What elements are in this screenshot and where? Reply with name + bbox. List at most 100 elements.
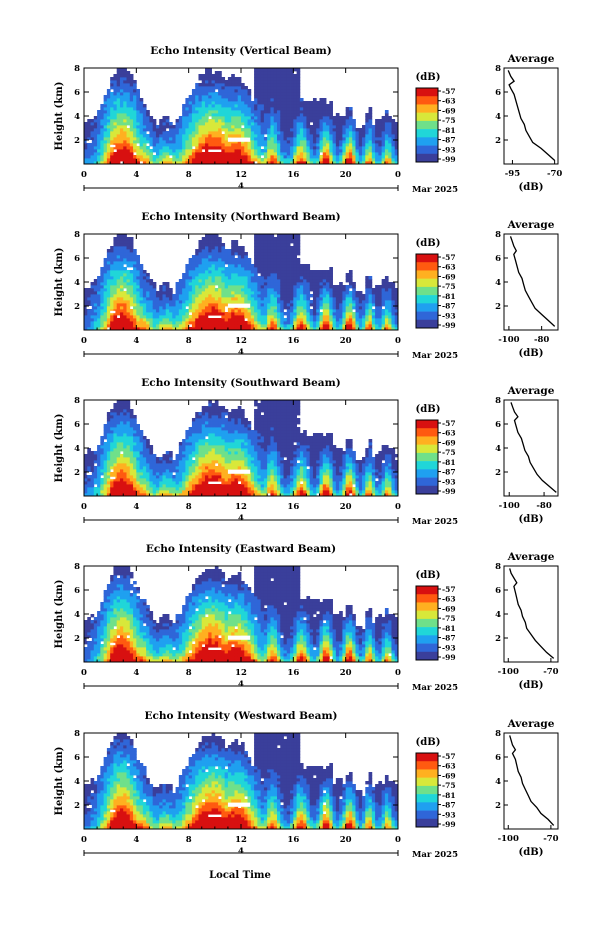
heatmap-cell bbox=[97, 448, 101, 452]
heatmap-cell bbox=[309, 116, 314, 120]
heatmap-cell bbox=[283, 158, 288, 162]
heatmap-cell bbox=[290, 270, 294, 274]
heatmap-cell bbox=[165, 125, 170, 129]
heatmap-cell bbox=[139, 469, 144, 473]
heatmap-cell bbox=[335, 324, 340, 328]
heatmap-cell bbox=[126, 303, 131, 307]
heatmap-cell bbox=[191, 155, 196, 159]
heatmap-cell bbox=[254, 104, 258, 108]
heatmap-cell bbox=[178, 125, 183, 129]
heatmap-cell bbox=[237, 89, 242, 93]
heatmap-cell bbox=[175, 125, 180, 129]
heatmap-cell bbox=[201, 92, 206, 96]
heatmap-cell bbox=[139, 493, 144, 496]
heatmap-cell bbox=[218, 107, 222, 111]
heatmap-cell bbox=[172, 128, 176, 132]
heatmap-cell bbox=[322, 303, 327, 307]
heatmap-cell bbox=[273, 101, 278, 105]
heatmap-cell bbox=[280, 74, 284, 78]
heatmap-cell bbox=[378, 327, 383, 330]
heatmap-cell bbox=[165, 134, 170, 138]
heatmap-cell bbox=[316, 110, 320, 114]
heatmap-cell bbox=[309, 294, 314, 298]
heatmap-cell bbox=[165, 155, 170, 159]
heatmap-cell bbox=[191, 321, 196, 325]
colorbar-tick-label: -99 bbox=[442, 155, 456, 164]
heatmap-cell bbox=[139, 110, 144, 114]
heatmap-cell bbox=[247, 113, 252, 117]
heatmap-cell bbox=[90, 291, 95, 295]
heatmap-cell bbox=[378, 125, 383, 129]
heatmap-cell bbox=[257, 312, 262, 316]
heatmap-cell bbox=[296, 288, 301, 292]
heatmap-cell bbox=[100, 457, 105, 461]
heatmap-cell bbox=[126, 475, 131, 479]
heatmap-cell bbox=[103, 303, 108, 307]
heatmap-cell bbox=[188, 152, 193, 156]
heatmap-cell bbox=[182, 161, 186, 164]
heatmap-cell bbox=[224, 86, 229, 90]
heatmap-cell bbox=[247, 273, 252, 277]
heatmap-cell bbox=[290, 113, 294, 117]
heatmap-cell bbox=[90, 493, 95, 496]
heatmap-cell bbox=[126, 487, 131, 491]
heatmap-cell bbox=[260, 237, 265, 241]
heatmap-cell bbox=[267, 152, 271, 156]
heatmap-cell bbox=[260, 324, 265, 328]
heatmap-cell bbox=[365, 294, 369, 298]
heatmap-cell bbox=[352, 315, 356, 319]
heatmap-cell bbox=[119, 445, 124, 449]
heatmap-cell bbox=[90, 490, 95, 494]
heatmap-cell bbox=[342, 119, 347, 123]
heatmap-cell bbox=[273, 128, 278, 132]
heatmap-cell bbox=[129, 493, 134, 496]
heatmap-cell bbox=[178, 327, 183, 330]
heatmap-cell bbox=[97, 306, 101, 310]
heatmap-cell bbox=[90, 466, 95, 470]
heatmap-cell bbox=[139, 140, 144, 144]
heatmap-cell bbox=[384, 110, 389, 114]
heatmap-cell bbox=[224, 270, 229, 274]
heatmap-cell bbox=[113, 406, 118, 410]
heatmap-cell bbox=[110, 258, 114, 262]
heatmap-cell bbox=[319, 134, 324, 138]
heatmap-cell bbox=[365, 321, 369, 325]
heatmap-cell bbox=[231, 161, 235, 164]
heatmap-cell bbox=[388, 134, 392, 138]
heatmap-cell bbox=[326, 276, 330, 280]
heatmap-cell bbox=[185, 113, 190, 117]
heatmap-cell bbox=[254, 294, 258, 298]
heatmap-cell bbox=[178, 128, 183, 132]
heatmap-cell bbox=[87, 122, 91, 126]
heatmap-cell bbox=[214, 92, 219, 96]
heatmap-cell bbox=[355, 318, 360, 322]
heatmap-cell bbox=[254, 255, 258, 259]
heatmap-cell bbox=[100, 306, 105, 310]
heatmap-cell bbox=[244, 321, 248, 325]
heatmap-cell bbox=[306, 273, 311, 277]
heatmap-cell bbox=[84, 490, 88, 494]
heatmap-cell bbox=[106, 113, 111, 117]
heatmap-cell bbox=[87, 324, 91, 328]
heatmap-cell bbox=[123, 107, 127, 111]
heatmap-cell bbox=[172, 134, 176, 138]
heatmap-cell bbox=[365, 276, 369, 280]
heatmap-cell bbox=[286, 89, 291, 93]
heatmap-cell bbox=[237, 119, 242, 123]
heatmap-cell bbox=[276, 98, 281, 102]
heatmap-cell bbox=[116, 412, 121, 416]
heatmap-cell bbox=[126, 315, 131, 319]
heatmap-cell bbox=[113, 158, 118, 162]
heatmap-cell bbox=[316, 315, 320, 319]
heatmap-cell bbox=[129, 264, 134, 268]
heatmap-cell bbox=[110, 267, 114, 271]
heatmap-cell bbox=[185, 318, 190, 322]
heatmap-cell bbox=[208, 234, 212, 238]
heatmap-cell bbox=[329, 143, 333, 147]
heatmap-cell bbox=[116, 297, 121, 301]
heatmap-cell bbox=[84, 312, 88, 316]
heatmap-cell bbox=[303, 110, 307, 114]
heatmap-cell bbox=[309, 285, 314, 289]
heatmap-cell bbox=[326, 152, 330, 156]
heatmap-cell bbox=[276, 255, 281, 259]
